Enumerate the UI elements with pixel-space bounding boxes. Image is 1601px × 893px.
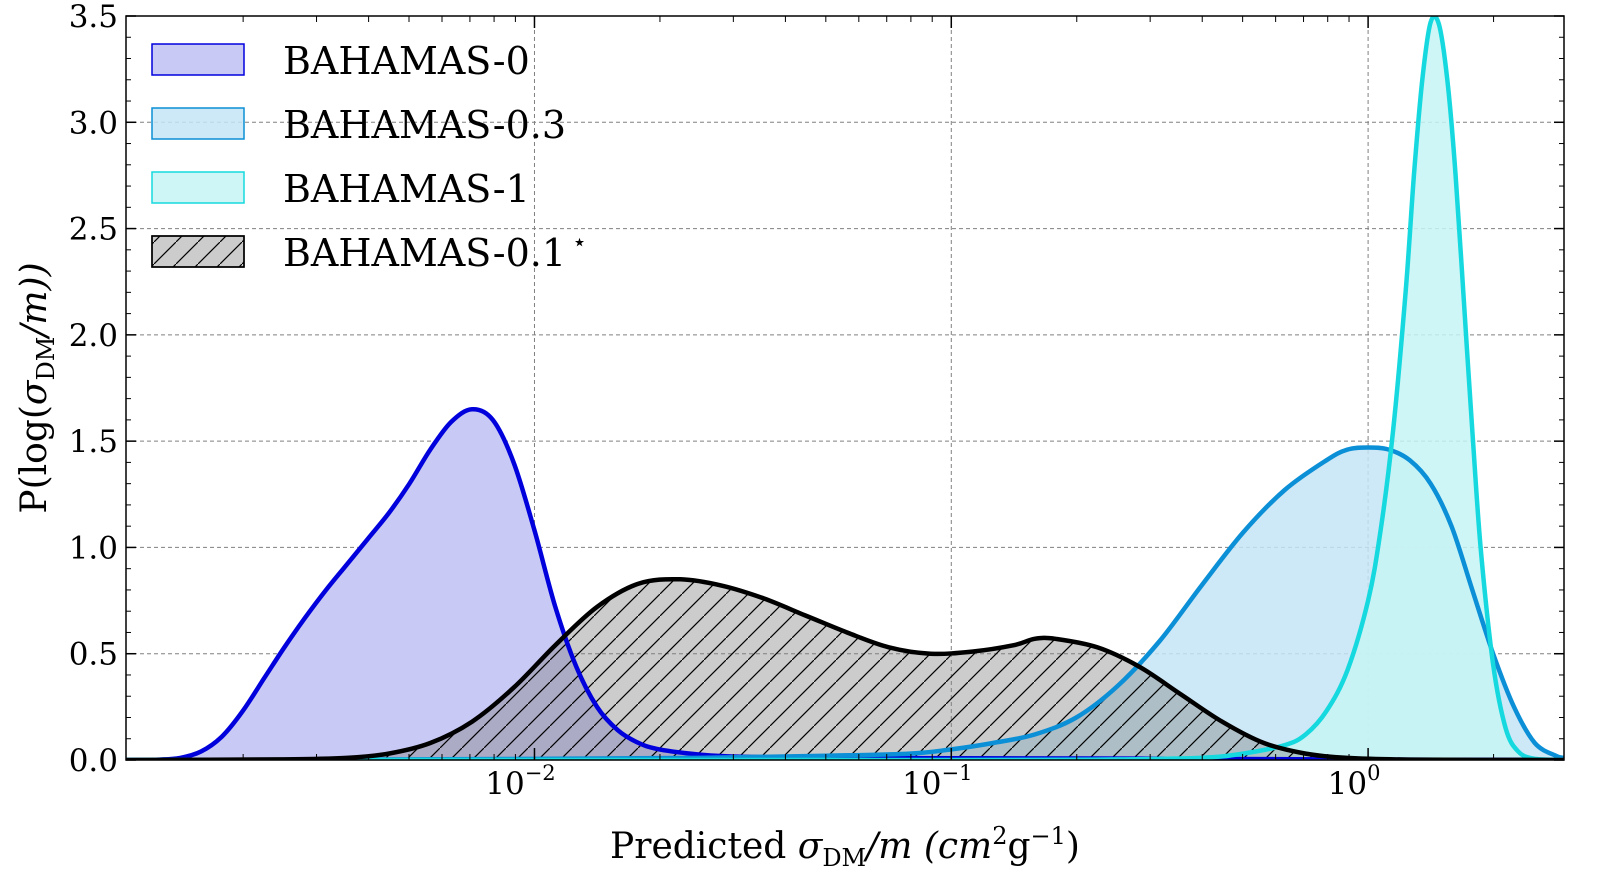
y-axis-label: P(log(σDM/m)) xyxy=(14,262,60,513)
series-layer xyxy=(126,16,1564,760)
x-tick-label: 10−1 xyxy=(902,761,972,802)
series-hatch-bahamas-0-1 xyxy=(126,579,1564,760)
legend-swatch-bahamas-1 xyxy=(151,171,245,204)
legend-label-bahamas-0-3: BAHAMAS-0.3 xyxy=(283,103,566,147)
legend-label-bahamas-1: BAHAMAS-1 xyxy=(283,167,530,211)
y-tick-label: 2.0 xyxy=(69,318,118,354)
y-tick-label: 2.5 xyxy=(69,212,118,248)
series-line-bahamas-0-1 xyxy=(126,576,1564,760)
series-fill-bahamas-1 xyxy=(126,16,1564,760)
legend: BAHAMAS-0 BAHAMAS-0.3 BAHAMAS-1 BAHAMAS-0.1… xyxy=(151,39,587,275)
legend-swatch-hatch-bahamas-0-1 xyxy=(151,235,245,268)
legend-swatch-bahamas-0 xyxy=(151,43,245,76)
x-axis-label: Predicted σDM/m (cm2g−1) xyxy=(610,822,1080,872)
y-tick-label: 0.5 xyxy=(69,637,118,673)
x-tick-label: 100 xyxy=(1328,761,1381,802)
axis-ticks: 0.0 0.5 1.0 1.5 2.0 2.5 3.0 3.5 10−2 10−1 100 xyxy=(69,0,1564,802)
series-fill-bahamas-0 xyxy=(126,409,1564,760)
legend-label-bahamas-0-1: BAHAMAS-0.1 ⋆ xyxy=(283,228,587,275)
y-tick-label: 3.5 xyxy=(69,0,118,35)
y-tick-label: 3.0 xyxy=(69,105,118,141)
legend-label-bahamas-0: BAHAMAS-0 xyxy=(283,39,530,83)
y-tick-label: 1.5 xyxy=(69,424,118,460)
plot-frame xyxy=(125,15,1565,761)
legend-swatch-bahamas-0-3 xyxy=(151,107,245,140)
y-tick-label: 1.0 xyxy=(69,530,118,566)
series-fill-bahamas-0-3 xyxy=(126,447,1564,760)
y-tick-label: 0.0 xyxy=(69,743,118,779)
x-tick-label: 10−2 xyxy=(485,761,555,802)
series-line-bahamas-1 xyxy=(126,16,1564,760)
